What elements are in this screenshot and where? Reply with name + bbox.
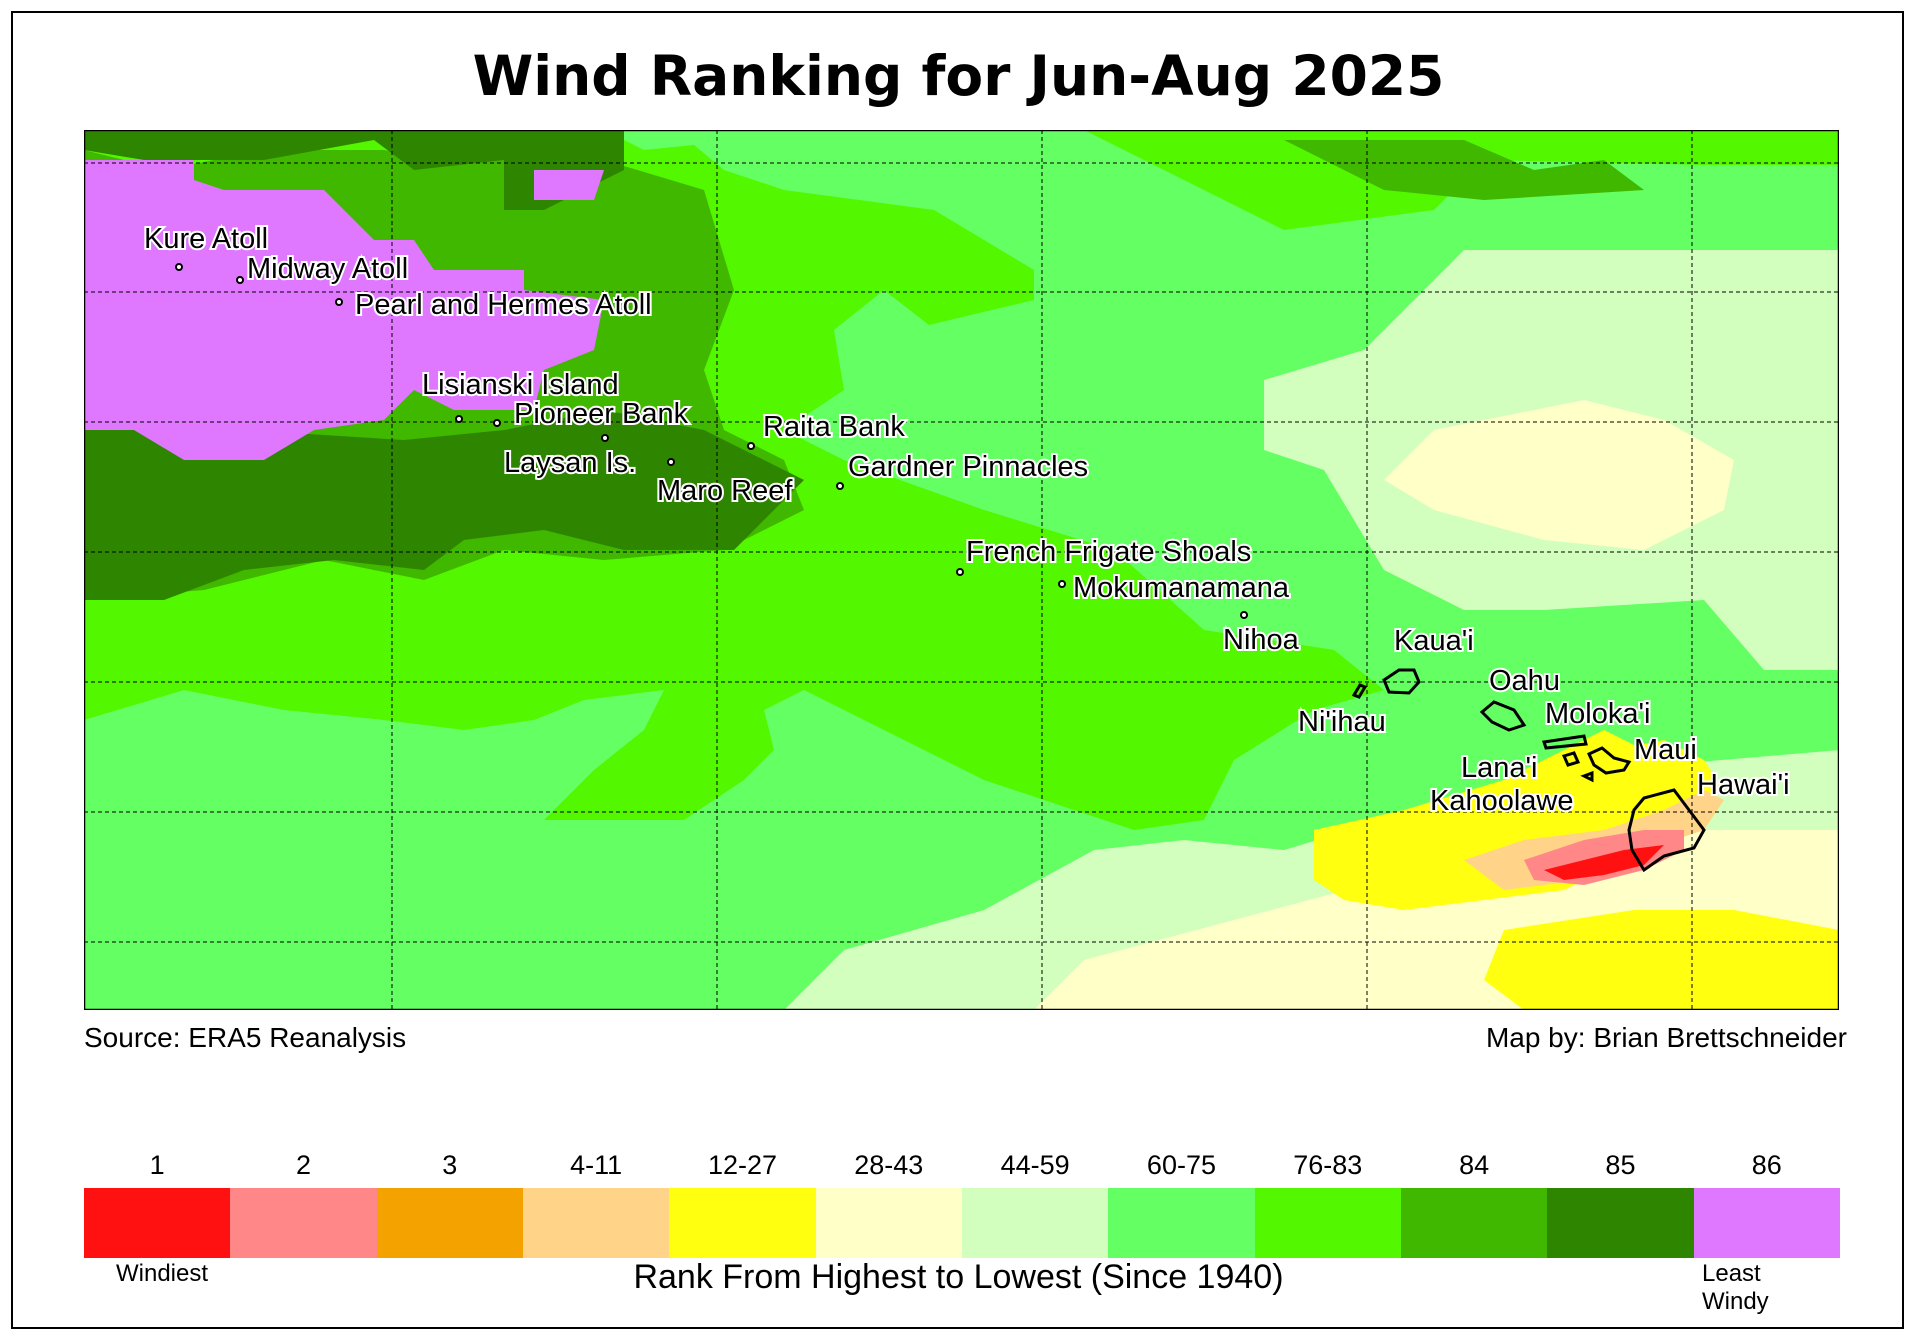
colorbar-label: 4-11	[570, 1150, 623, 1180]
colorbar-label: 3	[442, 1150, 458, 1180]
label-nihoa: Nihoa	[1223, 624, 1300, 656]
figure-frame	[11, 11, 1904, 1329]
colorbar-swatch	[1108, 1188, 1255, 1258]
label-maui: Maui	[1634, 734, 1697, 766]
rank-region-28-43	[1384, 400, 1734, 550]
label-kauai: Kaua'i	[1394, 625, 1474, 657]
graticule	[84, 130, 1839, 1010]
maui-outline	[1587, 746, 1632, 775]
colorbar-label: 84	[1459, 1150, 1490, 1180]
marker-maro-reef	[667, 458, 675, 466]
colorbar-swatch	[815, 1188, 962, 1258]
rank-region-86	[84, 160, 604, 460]
rank-region-85	[84, 130, 624, 210]
niihau-outline	[1351, 683, 1368, 699]
colorbar-label: 60-75	[1146, 1150, 1216, 1180]
label-hawaii: Hawai'i	[1697, 769, 1790, 801]
colorbar-caption: Rank From Highest to Lowest (Since 1940)	[633, 1258, 1284, 1296]
marker-midway-atoll	[236, 276, 244, 284]
label-molokai: Moloka'i	[1545, 698, 1650, 730]
rank-region-12-27-se	[1484, 910, 1839, 1010]
label-gardner: Gardner Pinnacles	[848, 451, 1088, 483]
colorbar	[84, 1188, 1840, 1258]
rank-region-84-east	[1284, 140, 1644, 200]
colorbar-swatch	[1547, 1188, 1694, 1258]
molokai-outline	[1542, 734, 1588, 750]
colorbar-label: 28-43	[854, 1150, 924, 1180]
label-pioneer-bank: Pioneer Bank	[514, 398, 689, 430]
marker-kure-atoll	[175, 263, 183, 271]
colorbar-swatch	[230, 1188, 377, 1258]
colorbar-swatch	[669, 1188, 816, 1258]
place-labels: Kure Atoll Midway Atoll Pearl and Hermes…	[142, 221, 1792, 819]
label-raita-bank: Raita Bank	[763, 411, 905, 443]
marker-ffs	[956, 568, 964, 576]
marker-laysan	[601, 434, 609, 442]
marker-pearl-hermes	[335, 298, 343, 306]
label-oahu: Oahu	[1489, 665, 1560, 697]
colorbar-swatch	[522, 1188, 670, 1258]
label-lisianski: Lisianski Island	[422, 369, 619, 401]
rank-region-12-27-maui	[1614, 740, 1724, 810]
colorbar-label: 44-59	[1000, 1150, 1070, 1180]
colorbar-swatch	[961, 1188, 1109, 1258]
label-kahoolawe: Kahoolawe	[1430, 785, 1574, 817]
marker-gardner	[836, 482, 844, 490]
windiest-note: Windiest	[116, 1260, 209, 1287]
colorbar-label: 76-83	[1293, 1150, 1363, 1180]
label-mokumanamana: Mokumanamana	[1073, 572, 1290, 604]
colorbar-label: 2	[295, 1150, 311, 1180]
marker-mokumanamana	[1058, 580, 1066, 588]
colorbar-swatch	[1254, 1188, 1401, 1258]
credit-note: Map by: Brian Brettschneider	[1485, 1022, 1847, 1053]
map-title: Wind Ranking for Jun-Aug 2025	[472, 44, 1445, 108]
colorbar-label: 85	[1605, 1150, 1636, 1180]
least-windy-note: Least Windy	[1702, 1260, 1769, 1316]
oahu-outline	[1479, 700, 1527, 732]
marker-raita-bank	[747, 442, 755, 450]
marker-lisianski	[455, 415, 463, 423]
kahoolawe-outline	[1580, 770, 1594, 783]
island-outlines	[1351, 668, 1706, 873]
label-laysan: Laysan Is.	[504, 447, 636, 479]
colorbar-label: 86	[1751, 1150, 1782, 1180]
colorbar-label: 1	[149, 1150, 165, 1180]
least-windy-line2: Windy	[1702, 1288, 1769, 1315]
label-ffs: French Frigate Shoals	[966, 536, 1251, 568]
kauai-outline	[1382, 668, 1421, 695]
colorbar-swatch	[1693, 1188, 1840, 1258]
label-maro-reef: Maro Reef	[657, 475, 793, 507]
label-kure-atoll: Kure Atoll	[144, 223, 268, 255]
colorbar-label: 12-27	[707, 1150, 777, 1180]
colorbar-swatch	[376, 1188, 523, 1258]
label-niihau: Ni'ihau	[1298, 706, 1386, 738]
hawaii-outline	[1627, 788, 1706, 873]
marker-pioneer-bank	[493, 419, 501, 427]
label-midway-atoll: Midway Atoll	[247, 253, 408, 285]
least-windy-line1: Least	[1702, 1260, 1761, 1287]
label-pearl-hermes: Pearl and Hermes Atoll	[355, 289, 652, 321]
site-markers	[175, 263, 1248, 619]
source-note: Source: ERA5 Reanalysis	[84, 1022, 407, 1053]
colorbar-swatch	[84, 1188, 231, 1258]
map-border	[84, 130, 1839, 1010]
lanai-outline	[1561, 751, 1581, 767]
label-lanai: Lana'i	[1461, 752, 1538, 784]
colorbar-labels: 1 2 3 4-11 12-27 28-43 44-59 60-75 76-83…	[84, 1150, 1840, 1181]
marker-nihoa	[1240, 611, 1248, 619]
colorbar-swatch	[1400, 1188, 1548, 1258]
map-panel: Kure Atoll Midway Atoll Pearl and Hermes…	[84, 130, 1839, 1010]
